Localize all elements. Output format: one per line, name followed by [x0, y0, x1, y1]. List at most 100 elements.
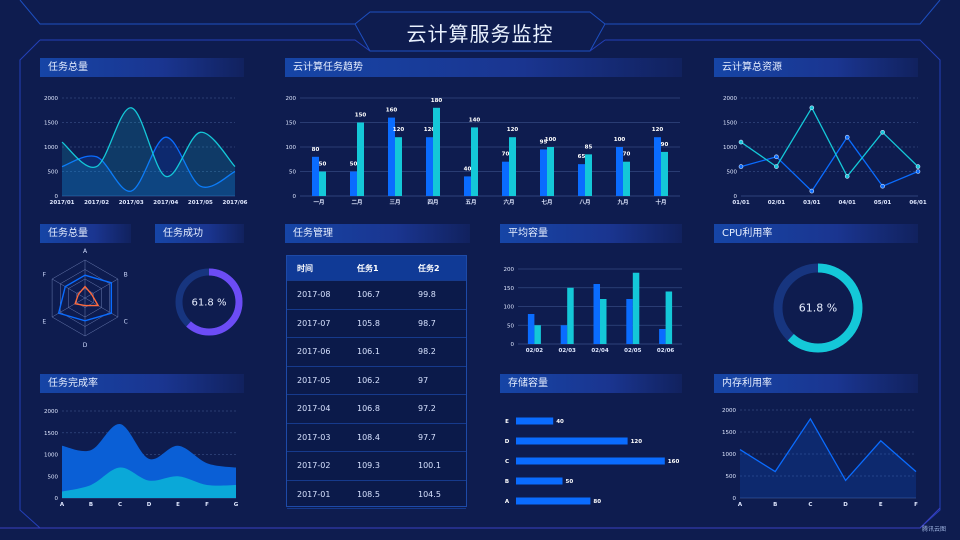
table-cell: 2017-07: [297, 318, 331, 328]
y-tick-label: 0: [55, 496, 59, 502]
data-label: 160: [668, 459, 680, 465]
x-tick-label: 02/03: [559, 348, 576, 354]
bar: [534, 325, 541, 344]
x-tick-label: 02/02: [526, 348, 543, 354]
x-tick-label: 四月: [427, 198, 438, 206]
bar: [661, 151, 668, 196]
table-row: 2017-06 106.1 98.2: [287, 338, 466, 367]
bar: [516, 417, 554, 425]
x-tick-label: 02/06: [657, 348, 674, 354]
y-tick-label: 500: [726, 474, 737, 480]
series-line: [740, 106, 919, 178]
y-tick-label: 2000: [44, 96, 58, 102]
data-label: 140: [469, 117, 481, 123]
data-label: 50: [350, 162, 358, 168]
table-cell: 2017-06: [297, 347, 331, 357]
bar: [527, 314, 535, 344]
table-cell: 105.8: [357, 318, 380, 328]
y-tick-label: 150: [286, 121, 297, 127]
y-tick-label: 1500: [44, 431, 58, 437]
x-tick-label: 2017/06: [223, 200, 248, 206]
gauge-progress: [175, 268, 243, 336]
table-cell: 108.4: [357, 432, 380, 442]
table-row: 2017-07 105.8 98.7: [287, 310, 466, 338]
data-label: 70: [623, 152, 631, 158]
column-header-task1: 任务1: [357, 263, 379, 273]
bar: [312, 156, 319, 196]
series-line: [61, 107, 236, 178]
x-tick-label: 一月: [313, 198, 324, 206]
x-tick-label: 五月: [465, 198, 476, 206]
x-tick-label: C: [808, 502, 812, 508]
bar: [426, 137, 433, 196]
y-tick-label: 1000: [44, 453, 58, 459]
radar-series: [57, 274, 113, 322]
y-tick-label: 0: [733, 496, 737, 502]
table-cell: 97.7: [418, 432, 436, 442]
data-label: 80: [312, 147, 320, 153]
bar: [516, 457, 665, 465]
bar: [319, 171, 326, 196]
x-tick-label: 七月: [541, 198, 552, 206]
table-row: 2017-08 106.7 99.8: [287, 281, 466, 310]
x-tick-label: B: [89, 502, 93, 508]
y-category-label: E: [505, 419, 509, 425]
bar: [560, 325, 568, 344]
data-label: 100: [614, 137, 626, 143]
radar-indicator-label: A: [83, 248, 88, 255]
table-cell: 99.8: [418, 290, 436, 300]
data-point: [915, 169, 921, 174]
bar: [464, 176, 471, 196]
table-cell: 106.7: [357, 290, 380, 300]
y-tick-label: 200: [286, 96, 297, 102]
bar: [600, 299, 607, 344]
radar-axis: [51, 297, 86, 318]
bar: [395, 137, 402, 196]
series-area: [740, 418, 916, 498]
stacked-area: [62, 467, 236, 498]
table-cell: 2017-04: [297, 404, 331, 414]
table-cell: 2017-01: [297, 489, 331, 499]
table-row: 2017-04 106.8 97.2: [287, 395, 466, 424]
series-line: [740, 136, 919, 193]
y-tick-label: 0: [511, 342, 515, 348]
radar-indicator-label: E: [42, 319, 46, 326]
y-tick-label: 1500: [722, 430, 736, 436]
bar: [632, 272, 640, 344]
table-row: 2017-03 108.4 97.7: [287, 424, 466, 452]
y-tick-label: 1500: [44, 121, 58, 127]
gauge-progress: [773, 263, 863, 353]
table-cell: 2017-05: [297, 375, 331, 385]
x-tick-label: 06/01: [909, 200, 926, 206]
panel-header-storage: 存储容量: [500, 374, 682, 393]
bar: [593, 284, 600, 344]
x-tick-label: 三月: [389, 198, 400, 206]
gauge-value-label: 61.8 %: [799, 302, 837, 315]
data-point: [880, 130, 885, 135]
data-point: [880, 183, 885, 189]
data-label: 120: [652, 127, 664, 133]
bar: [509, 137, 516, 196]
x-tick-label: 2017/02: [84, 200, 109, 206]
bar: [471, 127, 478, 196]
x-tick-label: 01/01: [732, 200, 749, 206]
table-row: 2017-01 108.5 104.5: [287, 481, 466, 509]
y-category-label: A: [505, 499, 510, 505]
panel-header-task-total-radar: 任务总量: [40, 224, 131, 243]
bar: [578, 164, 585, 196]
data-point: [809, 188, 815, 194]
panel-header-memory: 内存利用率: [714, 374, 918, 393]
y-tick-label: 500: [48, 474, 59, 480]
series-area: [62, 107, 235, 196]
table-cell: 104.5: [418, 489, 441, 499]
x-tick-label: B: [773, 502, 777, 508]
y-tick-label: 2000: [722, 408, 736, 414]
radar-axis: [51, 278, 86, 299]
data-point: [844, 174, 850, 179]
bar: [654, 137, 661, 196]
panel-header-task-total: 任务总量: [40, 58, 244, 77]
y-category-label: D: [505, 439, 510, 445]
x-tick-label: 2017/04: [153, 200, 178, 206]
column-header-time: 时间: [297, 263, 313, 273]
column-header-task2: 任务2: [418, 263, 440, 273]
